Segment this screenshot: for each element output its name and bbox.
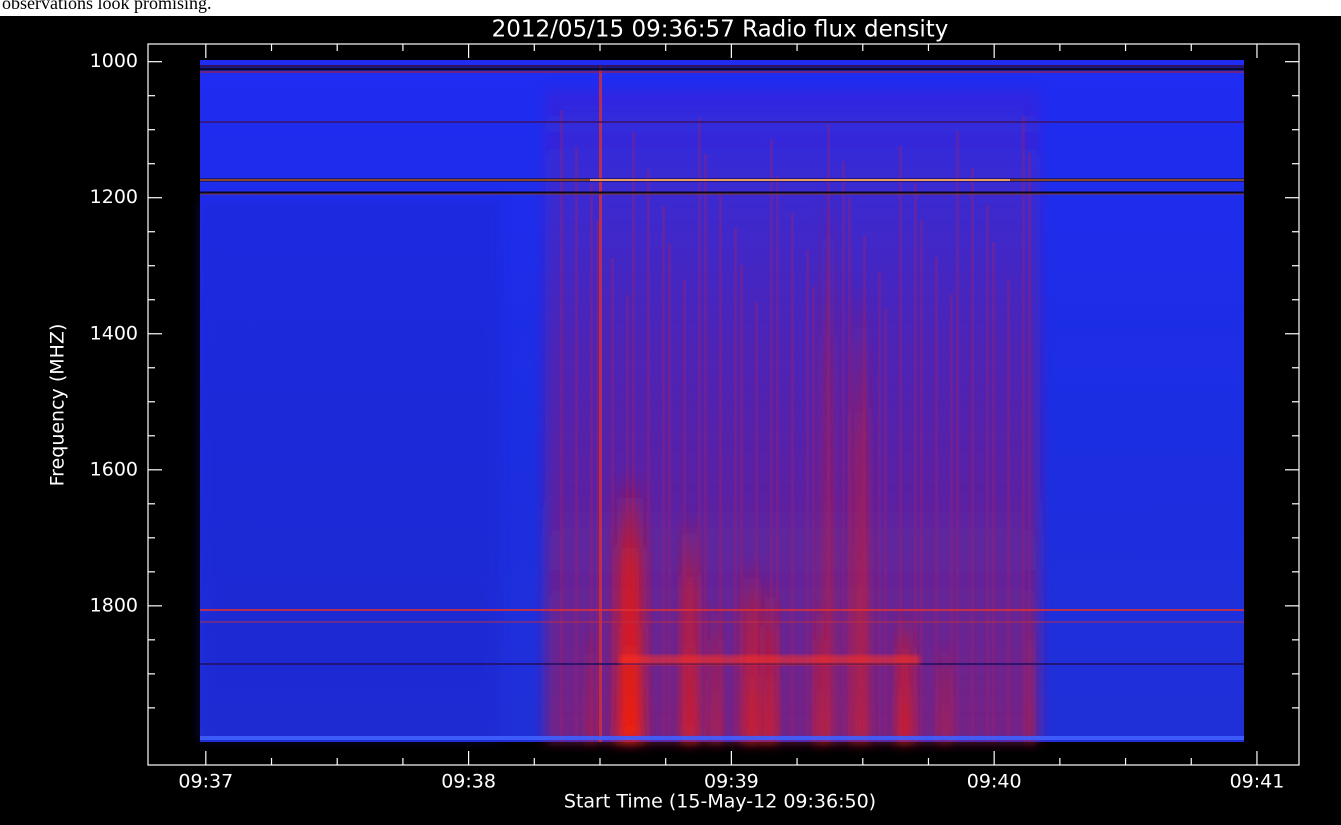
burst	[897, 610, 913, 742]
plot-frame	[147, 43, 1300, 766]
band-line	[200, 191, 1244, 195]
band-line	[200, 609, 1244, 611]
burst-striation	[935, 257, 938, 742]
burst-striation	[878, 272, 881, 742]
burst-striation	[992, 242, 995, 742]
band-line	[200, 65, 1244, 67]
burst-striation	[986, 205, 989, 742]
band-line	[200, 736, 1244, 740]
burst	[821, 180, 835, 742]
burst-striation	[950, 294, 953, 742]
burst-striation	[719, 191, 722, 742]
y-tick-label: 1600	[90, 458, 138, 480]
burst	[586, 620, 594, 742]
burst-striation	[1022, 116, 1025, 742]
page-fragment: observations look promising.	[2, 0, 212, 13]
page-strip	[0, 0, 1341, 16]
x-tick-label: 09:38	[441, 771, 496, 793]
burst-striation	[1028, 153, 1031, 742]
burst-striation	[740, 265, 743, 742]
burst-striation	[842, 161, 845, 742]
burst	[743, 560, 761, 742]
burst-floor	[620, 655, 920, 665]
y-tick-label: 1800	[90, 594, 138, 616]
x-tick-label: 09:41	[1230, 771, 1285, 793]
band-bright	[590, 179, 1010, 181]
burst-striation	[791, 213, 794, 742]
burst-striation	[914, 183, 917, 742]
burst-striation	[755, 302, 758, 742]
burst-striation	[647, 169, 650, 742]
burst-striation	[776, 176, 779, 742]
x-axis-title: Start Time (15-May-12 09:36:50)	[564, 791, 876, 813]
burst	[851, 280, 869, 742]
burst-striation	[668, 243, 671, 742]
y-axis-title: Frequency (MHZ)	[47, 324, 69, 487]
burst-line	[599, 66, 602, 742]
burst-striation	[698, 117, 701, 742]
band-line	[200, 193, 1244, 195]
burst-striation	[596, 221, 599, 742]
burst-striation	[662, 206, 665, 742]
burst-striation	[575, 147, 578, 742]
burst-striation	[704, 154, 707, 742]
burst	[815, 600, 825, 742]
burst-striation	[590, 184, 593, 742]
x-tick-label: 09:39	[704, 771, 759, 793]
burst	[617, 470, 643, 742]
burst-striation	[812, 287, 815, 742]
burst-striation	[1007, 279, 1010, 742]
band-line	[200, 621, 1244, 623]
y-tick-label: 1000	[90, 50, 138, 72]
chart-title: 2012/05/15 09:36:57 Radio flux density	[492, 17, 949, 43]
x-tick-label: 09:37	[178, 771, 233, 793]
burst-striation	[956, 131, 959, 742]
burst-striation	[971, 168, 974, 742]
y-tick-label: 1400	[90, 322, 138, 344]
burst-striation	[560, 110, 563, 742]
burst-striation	[884, 309, 887, 742]
spectrogram-image	[200, 60, 1244, 742]
burst-striation	[920, 220, 923, 742]
band-line	[200, 71, 1244, 73]
burst	[1027, 600, 1033, 742]
burst	[682, 510, 698, 742]
burst	[710, 600, 720, 742]
burst-striation	[632, 132, 635, 742]
burst-striation	[899, 146, 902, 742]
burst	[940, 640, 950, 742]
band-line	[200, 121, 1244, 123]
y-tick-label: 1200	[90, 186, 138, 208]
burst-striation	[734, 228, 737, 742]
band-line	[200, 67, 1244, 71]
burst-striation	[848, 198, 851, 742]
x-tick-label: 09:40	[967, 771, 1022, 793]
burst-striation	[770, 139, 773, 742]
burst-striation	[611, 258, 614, 742]
left-shade	[200, 200, 500, 740]
burst-striation	[806, 250, 809, 742]
